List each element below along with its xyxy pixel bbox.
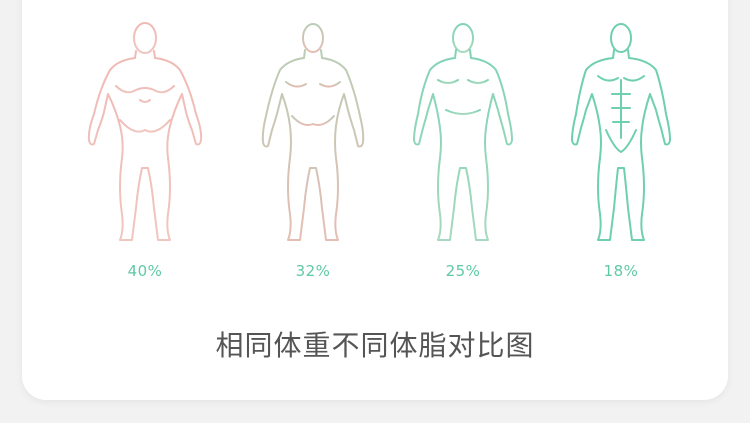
obese-body-icon: [87, 22, 203, 241]
overweight-body-icon: [261, 23, 365, 241]
body-figures-row: 40% 32%: [80, 18, 686, 280]
comparison-card: [22, 0, 728, 400]
percent-label-32: 32%: [295, 262, 331, 280]
percent-label-25: 25%: [445, 262, 481, 280]
figure-32: [248, 18, 378, 258]
comparison-caption: 相同体重不同体脂对比图: [215, 329, 535, 362]
figure-25: [398, 18, 528, 258]
percent-label-18: 18%: [603, 262, 639, 280]
average-body-icon: [413, 23, 513, 241]
figure-40: [80, 18, 210, 258]
athletic-body-icon: [571, 23, 671, 241]
percent-label-40: 40%: [127, 262, 163, 280]
figure-18: [556, 18, 686, 258]
